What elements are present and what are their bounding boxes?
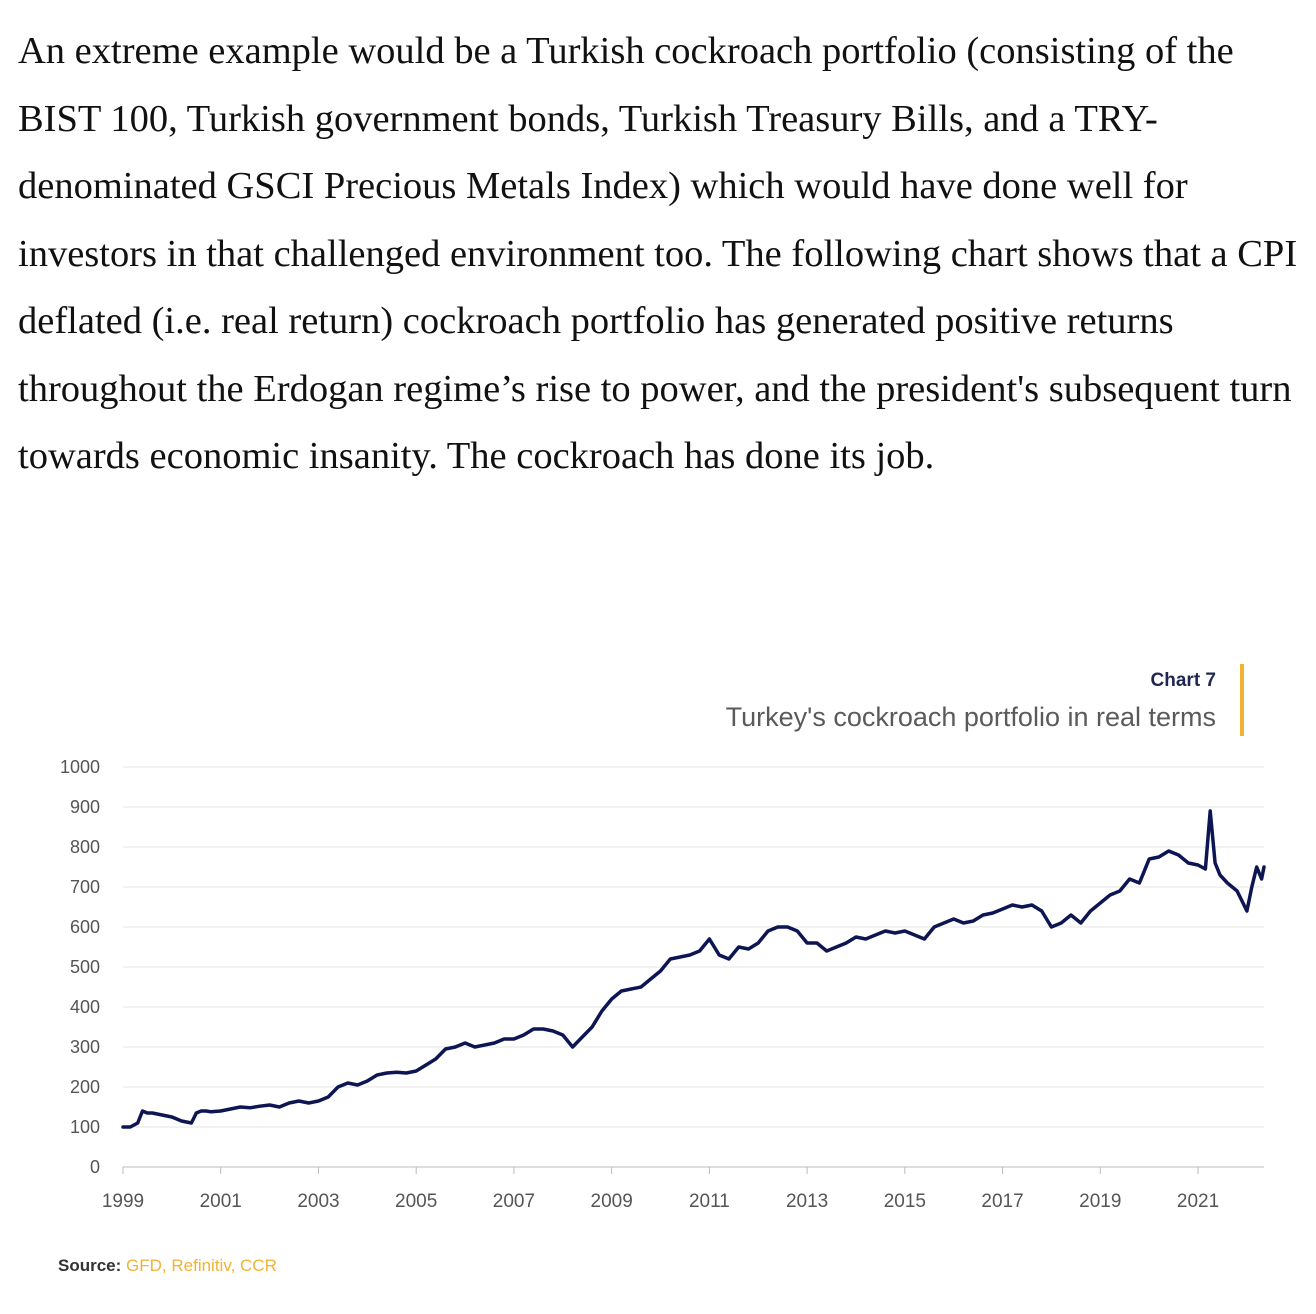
source-label: Source: <box>58 1256 122 1275</box>
y-tick-label: 600 <box>70 917 100 937</box>
x-tick-label: 2011 <box>689 1191 730 1212</box>
y-tick-label: 800 <box>70 837 100 857</box>
x-tick-label: 2013 <box>786 1191 828 1212</box>
y-tick-label: 400 <box>70 997 100 1017</box>
source-value: GFD, Refinitiv, CCR <box>126 1256 277 1275</box>
x-tick-label: 1999 <box>102 1191 144 1212</box>
x-tick-label: 2005 <box>395 1191 437 1212</box>
chart-container: Chart 7 Turkey's cockroach portfolio in … <box>0 640 1316 1314</box>
y-tick-label: 0 <box>90 1157 100 1177</box>
y-tick-label: 300 <box>70 1037 100 1057</box>
y-tick-label: 100 <box>70 1117 100 1137</box>
x-tick-label: 2019 <box>1079 1191 1121 1212</box>
title-accent-bar <box>1240 664 1244 736</box>
series-line <box>121 809 1266 1129</box>
article-paragraph: An extreme example would be a Turkish co… <box>18 30 1298 477</box>
y-tick-label: 500 <box>70 957 100 977</box>
x-tick-label: 2009 <box>591 1191 633 1212</box>
y-tick-label: 700 <box>70 877 100 897</box>
x-tick-label: 2003 <box>297 1191 339 1212</box>
y-tick-label: 1000 <box>60 757 100 777</box>
chart-plot: 0 100 200 300 400 500 600 700 800 900 1000 1999 2001… <box>60 757 1266 1212</box>
x-tick-label: 2001 <box>200 1191 242 1212</box>
y-tick-label: 900 <box>70 797 100 817</box>
chart-number: Chart 7 <box>1150 670 1216 691</box>
x-tick-label: 2007 <box>493 1191 535 1212</box>
chart-source: Source: GFD, Refinitiv, CCR <box>58 1256 277 1276</box>
x-tick-label: 2017 <box>981 1191 1023 1212</box>
y-tick-label: 200 <box>70 1077 100 1097</box>
x-tick-label: 2015 <box>884 1191 926 1212</box>
x-tick-label: 2021 <box>1177 1191 1219 1212</box>
chart-title: Turkey's cockroach portfolio in real ter… <box>725 702 1216 732</box>
